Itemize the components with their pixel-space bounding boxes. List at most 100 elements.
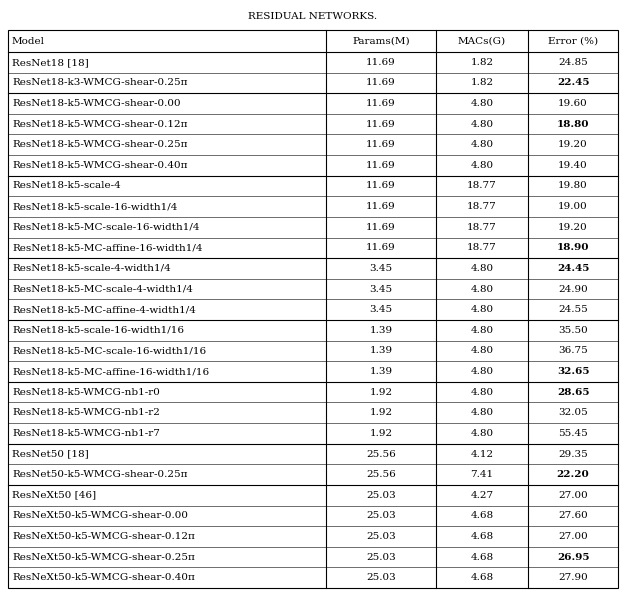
Text: ResNet18-k5-MC-scale-16-width1/16: ResNet18-k5-MC-scale-16-width1/16 — [12, 346, 206, 355]
Text: ResNeXt50-k5-WMCG-shear-0.00: ResNeXt50-k5-WMCG-shear-0.00 — [12, 511, 188, 520]
Text: ResNet50-k5-WMCG-shear-0.25π: ResNet50-k5-WMCG-shear-0.25π — [12, 470, 188, 479]
Text: 1.92: 1.92 — [369, 408, 393, 417]
Text: 25.03: 25.03 — [366, 511, 396, 520]
Text: ResNet18-k5-MC-affine-4-width1/4: ResNet18-k5-MC-affine-4-width1/4 — [12, 305, 196, 314]
Text: 26.95: 26.95 — [557, 552, 589, 561]
Text: 1.82: 1.82 — [470, 58, 493, 67]
Text: 32.05: 32.05 — [558, 408, 588, 417]
Text: 11.69: 11.69 — [366, 79, 396, 88]
Text: ResNet18-k5-WMCG-shear-0.25π: ResNet18-k5-WMCG-shear-0.25π — [12, 140, 188, 149]
Text: 27.60: 27.60 — [558, 511, 588, 520]
Text: ResNet18-k5-MC-scale-4-width1/4: ResNet18-k5-MC-scale-4-width1/4 — [12, 284, 193, 294]
Text: 4.68: 4.68 — [470, 552, 493, 561]
Text: 24.90: 24.90 — [558, 284, 588, 294]
Text: 18.90: 18.90 — [557, 243, 589, 252]
Text: 4.27: 4.27 — [470, 491, 493, 499]
Text: 22.20: 22.20 — [557, 470, 589, 479]
Text: 4.80: 4.80 — [470, 367, 493, 376]
Text: 18.77: 18.77 — [467, 202, 497, 211]
Text: 18.77: 18.77 — [467, 243, 497, 252]
Text: 11.69: 11.69 — [366, 120, 396, 129]
Text: 29.35: 29.35 — [558, 449, 588, 458]
Text: ResNet18-k5-WMCG-shear-0.40π: ResNet18-k5-WMCG-shear-0.40π — [12, 161, 188, 170]
Text: 32.65: 32.65 — [557, 367, 589, 376]
Text: ResNeXt50-k5-WMCG-shear-0.40π: ResNeXt50-k5-WMCG-shear-0.40π — [12, 573, 195, 582]
Text: 22.45: 22.45 — [557, 79, 589, 88]
Text: 11.69: 11.69 — [366, 202, 396, 211]
Text: 1.82: 1.82 — [470, 79, 493, 88]
Text: 4.80: 4.80 — [470, 408, 493, 417]
Text: 28.65: 28.65 — [557, 387, 589, 397]
Text: 4.80: 4.80 — [470, 120, 493, 129]
Text: 1.92: 1.92 — [369, 387, 393, 397]
Text: 4.12: 4.12 — [470, 449, 493, 458]
Text: 3.45: 3.45 — [369, 264, 393, 273]
Text: Error (%): Error (%) — [548, 36, 598, 45]
Text: 4.80: 4.80 — [470, 305, 493, 314]
Text: 4.68: 4.68 — [470, 511, 493, 520]
Text: 4.68: 4.68 — [470, 573, 493, 582]
Text: ResNet18-k5-scale-16-width1/16: ResNet18-k5-scale-16-width1/16 — [12, 326, 184, 335]
Text: ResNet18-k5-scale-16-width1/4: ResNet18-k5-scale-16-width1/4 — [12, 202, 177, 211]
Text: 18.77: 18.77 — [467, 182, 497, 191]
Text: 35.50: 35.50 — [558, 326, 588, 335]
Text: ResNet18-k5-scale-4-width1/4: ResNet18-k5-scale-4-width1/4 — [12, 264, 171, 273]
Text: ResNet18 [18]: ResNet18 [18] — [12, 58, 89, 67]
Text: ResNet18-k5-WMCG-nb1-r7: ResNet18-k5-WMCG-nb1-r7 — [12, 429, 160, 438]
Text: Params(M): Params(M) — [352, 36, 410, 45]
Text: 4.80: 4.80 — [470, 284, 493, 294]
Text: 4.80: 4.80 — [470, 140, 493, 149]
Text: 25.03: 25.03 — [366, 573, 396, 582]
Text: 18.77: 18.77 — [467, 223, 497, 232]
Text: 4.80: 4.80 — [470, 326, 493, 335]
Text: 1.92: 1.92 — [369, 429, 393, 438]
Text: 19.80: 19.80 — [558, 182, 588, 191]
Text: 24.45: 24.45 — [557, 264, 589, 273]
Text: 25.56: 25.56 — [366, 470, 396, 479]
Text: 4.80: 4.80 — [470, 429, 493, 438]
Text: 27.00: 27.00 — [558, 532, 588, 541]
Text: 19.20: 19.20 — [558, 140, 588, 149]
Text: ResNet50 [18]: ResNet50 [18] — [12, 449, 89, 458]
Text: 24.85: 24.85 — [558, 58, 588, 67]
Text: ResNeXt50-k5-WMCG-shear-0.25π: ResNeXt50-k5-WMCG-shear-0.25π — [12, 552, 195, 561]
Text: 25.56: 25.56 — [366, 449, 396, 458]
Text: MACs(G): MACs(G) — [458, 36, 506, 45]
Text: ResNet18-k5-scale-4: ResNet18-k5-scale-4 — [12, 182, 121, 191]
Text: ResNet18-k5-MC-affine-16-width1/4: ResNet18-k5-MC-affine-16-width1/4 — [12, 243, 202, 252]
Text: ResNet18-k5-MC-affine-16-width1/16: ResNet18-k5-MC-affine-16-width1/16 — [12, 367, 209, 376]
Text: 4.80: 4.80 — [470, 387, 493, 397]
Text: 3.45: 3.45 — [369, 284, 393, 294]
Text: 11.69: 11.69 — [366, 161, 396, 170]
Text: 4.80: 4.80 — [470, 161, 493, 170]
Text: 18.80: 18.80 — [557, 120, 589, 129]
Text: 36.75: 36.75 — [558, 346, 588, 355]
Text: ResNet18-k5-WMCG-nb1-r0: ResNet18-k5-WMCG-nb1-r0 — [12, 387, 160, 397]
Text: 4.80: 4.80 — [470, 346, 493, 355]
Text: RESIDUAL NETWORKS.: RESIDUAL NETWORKS. — [249, 12, 377, 21]
Text: ResNet18-k5-WMCG-nb1-r2: ResNet18-k5-WMCG-nb1-r2 — [12, 408, 160, 417]
Text: 11.69: 11.69 — [366, 58, 396, 67]
Text: 11.69: 11.69 — [366, 140, 396, 149]
Text: 27.00: 27.00 — [558, 491, 588, 499]
Text: 55.45: 55.45 — [558, 429, 588, 438]
Text: 11.69: 11.69 — [366, 99, 396, 108]
Text: 11.69: 11.69 — [366, 223, 396, 232]
Text: 24.55: 24.55 — [558, 305, 588, 314]
Text: 25.03: 25.03 — [366, 491, 396, 499]
Text: 19.60: 19.60 — [558, 99, 588, 108]
Text: 1.39: 1.39 — [369, 326, 393, 335]
Text: 19.40: 19.40 — [558, 161, 588, 170]
Text: 11.69: 11.69 — [366, 182, 396, 191]
Text: 7.41: 7.41 — [470, 470, 493, 479]
Text: ResNet18-k5-WMCG-shear-0.12π: ResNet18-k5-WMCG-shear-0.12π — [12, 120, 188, 129]
Text: ResNet18-k5-MC-scale-16-width1/4: ResNet18-k5-MC-scale-16-width1/4 — [12, 223, 200, 232]
Text: 25.03: 25.03 — [366, 552, 396, 561]
Text: 4.68: 4.68 — [470, 532, 493, 541]
Text: 11.69: 11.69 — [366, 243, 396, 252]
Text: 4.80: 4.80 — [470, 264, 493, 273]
Text: ResNeXt50-k5-WMCG-shear-0.12π: ResNeXt50-k5-WMCG-shear-0.12π — [12, 532, 195, 541]
Text: 1.39: 1.39 — [369, 367, 393, 376]
Text: ResNeXt50 [46]: ResNeXt50 [46] — [12, 491, 96, 499]
Text: ResNet18-k3-WMCG-shear-0.25π: ResNet18-k3-WMCG-shear-0.25π — [12, 79, 188, 88]
